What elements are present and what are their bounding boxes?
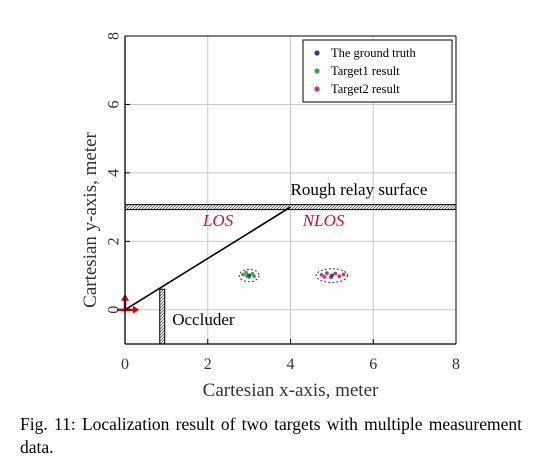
data-point-target1-result — [244, 270, 249, 275]
figure-caption: Fig. 11: Localization result of two targ… — [20, 413, 522, 459]
x-tick-label: 0 — [121, 356, 129, 373]
legend-marker-target1 — [314, 68, 320, 74]
data-point-target1-result — [241, 272, 245, 277]
y-tick-label: 4 — [106, 169, 123, 177]
y-tick-label: 0 — [106, 306, 123, 314]
data-point-target2-result — [333, 271, 338, 276]
x-tick-label: 6 — [369, 356, 377, 373]
caption-label: Fig. 11: — [20, 414, 76, 434]
target-region-1 — [238, 268, 260, 283]
y-tick-label: 6 — [106, 100, 123, 108]
legend-marker-target2 — [314, 86, 320, 92]
data-point-target2-result — [337, 274, 342, 279]
data-point-target1-result — [252, 274, 256, 279]
sensor-arrow-right-head — [133, 305, 139, 314]
x-tick-label: 8 — [452, 356, 460, 373]
legend-marker-ground-truth — [314, 50, 320, 56]
data-point-target2-result — [322, 275, 327, 279]
y-tick-label: 8 — [106, 32, 123, 40]
data-point-the-ground-truth — [247, 273, 252, 278]
data-point-the-ground-truth — [329, 273, 334, 278]
caption-text: Localization result of two targets with … — [20, 414, 523, 457]
los-label: LOS — [202, 211, 234, 230]
y-axis-label: Cartesian y-axis, meter — [80, 131, 101, 307]
y-tick-label: 2 — [106, 237, 123, 245]
legend-box — [302, 39, 453, 103]
nlos-label: NLOS — [302, 211, 345, 230]
target-region-2 — [315, 268, 349, 283]
data-point-target2-result — [341, 272, 346, 277]
occluder-wall — [159, 288, 166, 345]
scene-layer — [117, 204, 457, 345]
x-tick-label: 2 — [204, 356, 212, 373]
legend-label-target2: Target2 result — [331, 82, 400, 96]
data-point-target2-result — [319, 272, 324, 277]
occluder-label: Occluder — [172, 310, 235, 329]
data-marks — [241, 270, 346, 280]
axes: 0 2 4 6 8 0 2 4 6 8 — [106, 32, 461, 373]
los-ray — [124, 206, 291, 311]
x-tick-label: 4 — [287, 356, 295, 373]
x-axis-label: Cartesian x-axis, meter — [203, 380, 379, 401]
relay-surface-label: Rough relay surface — [291, 180, 428, 199]
data-point-target2-result — [325, 271, 329, 276]
legend: The ground truth Target1 result Target2 … — [302, 39, 453, 103]
legend-label-ground-truth: The ground truth — [331, 46, 416, 60]
legend-label-target1: Target1 result — [331, 64, 400, 78]
